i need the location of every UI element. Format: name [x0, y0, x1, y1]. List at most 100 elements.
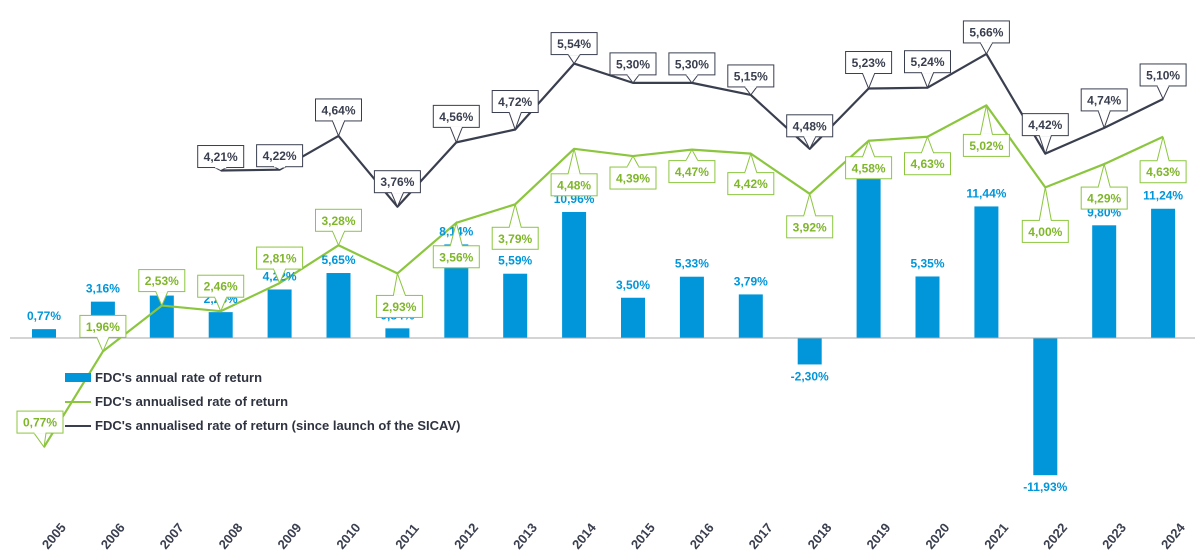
- x-tick-2009: 2009: [274, 520, 304, 552]
- since-launch-callout-pointer: [331, 120, 346, 138]
- annualised-label-2013: 3,79%: [498, 232, 532, 246]
- since-launch-label-2017: 5,15%: [734, 69, 768, 83]
- since-launch-callout-pointer: [1156, 85, 1170, 101]
- x-tick-2020: 2020: [922, 520, 952, 552]
- annualised-callout-2007: 2,53%: [138, 269, 186, 307]
- since-launch-label-2016: 5,30%: [675, 57, 709, 71]
- since-launch-callout-2010: 4,64%: [315, 98, 362, 138]
- bar-2018: [797, 338, 822, 365]
- annualised-callout-2023: 4,29%: [1080, 162, 1128, 210]
- x-tick-2018: 2018: [805, 520, 835, 552]
- bar-2020: [915, 276, 940, 338]
- bar-2005: [32, 329, 56, 338]
- since-launch-callout-2016: 5,30%: [668, 52, 716, 84]
- annualised-label-2022: 4,00%: [1028, 225, 1062, 239]
- annualised-label-2019: 4,58%: [852, 161, 886, 175]
- bar-2009: [267, 289, 292, 338]
- annualised-callout-pointer: [331, 230, 346, 247]
- since-launch-callout-pointer: [684, 74, 699, 84]
- annualised-label-2006: 1,96%: [86, 320, 120, 334]
- since-launch-callout-pointer: [508, 112, 522, 132]
- bar-label-2018: -2,30%: [791, 369, 829, 383]
- since-launch-callout-2008: 4,21%: [197, 145, 245, 172]
- annualised-label-2008: 2,46%: [204, 280, 238, 294]
- annualised-callout-pointer: [1097, 162, 1111, 188]
- annualised-callout-pointer: [803, 191, 817, 217]
- annualised-callout-2013: 3,79%: [491, 202, 539, 250]
- bar-2022: [1033, 338, 1058, 476]
- annualised-callout-2015: 4,39%: [609, 154, 657, 190]
- x-tick-2007: 2007: [157, 520, 187, 552]
- since-launch-label-2008: 4,21%: [204, 150, 238, 164]
- annualised-since-launch-labels: 4,21% 4,22% 4,64% 3,76% 4,56% 4,72% 5,54% 5,30%…: [197, 20, 1187, 208]
- annualised-return-polyline: [43, 104, 1164, 448]
- x-tick-2010: 2010: [333, 520, 363, 552]
- annualised-callout-2016: 4,47%: [668, 148, 716, 184]
- annualised-callout-2024: 4,63%: [1139, 136, 1187, 184]
- annualised-callout-2017: 4,42%: [727, 151, 775, 196]
- annualised-callout-2021: 5,02%: [962, 105, 1010, 157]
- bar-label-2022: -11,93%: [1023, 480, 1067, 494]
- since-launch-label-2011: 3,76%: [380, 175, 414, 189]
- bar-2014: [562, 211, 587, 338]
- annualised-label-2011: 2,93%: [382, 300, 416, 314]
- bar-2013: [503, 273, 528, 338]
- legend: FDC's annual rate of return FDC's annual…: [65, 370, 460, 433]
- since-launch-label-2021: 5,66%: [969, 25, 1003, 39]
- since-launch-callout-2013: 4,72%: [491, 90, 539, 132]
- x-tick-2006: 2006: [98, 520, 128, 552]
- since-launch-label-2018: 4,48%: [793, 119, 827, 133]
- annualised-callout-pointer: [685, 148, 699, 162]
- annualised-callout-2011: 2,93%: [375, 271, 423, 318]
- since-launch-label-2015: 5,30%: [616, 57, 650, 71]
- since-launch-callout-2015: 5,30%: [609, 52, 657, 84]
- since-launch-callout-2021: 5,66%: [962, 20, 1010, 55]
- bar-2024: [1151, 208, 1176, 338]
- since-launch-callout-2017: 5,15%: [727, 64, 775, 96]
- bar-label-2015: 3,50%: [616, 278, 650, 292]
- annualised-label-2012: 3,56%: [439, 250, 473, 264]
- annualised-callout-pointer: [508, 202, 522, 228]
- legend-label-annualised: FDC's annualised rate of return: [95, 394, 288, 409]
- bar-label-2016: 5,33%: [675, 257, 709, 271]
- x-tick-2015: 2015: [628, 520, 658, 552]
- annualised-label-2018: 3,92%: [793, 220, 827, 234]
- legend-label-annual: FDC's annual rate of return: [95, 370, 262, 385]
- since-launch-callout-pointer: [449, 126, 464, 144]
- bar-label-2017: 3,79%: [734, 274, 768, 288]
- bar-label-2006: 3,16%: [86, 282, 120, 296]
- since-launch-callout-2024: 5,10%: [1139, 63, 1187, 101]
- annualised-callout-pointer: [1038, 187, 1052, 221]
- bar-2011: [385, 328, 410, 338]
- annualised-label-2023: 4,29%: [1087, 192, 1121, 206]
- annualised-label-2005: 0,77%: [23, 416, 57, 430]
- bar-2008: [208, 312, 233, 338]
- bar-2019: [856, 174, 881, 338]
- annualised-return-line: [43, 104, 1164, 448]
- annualised-label-2016: 4,47%: [675, 165, 709, 179]
- annualised-callout-pointer: [626, 154, 640, 168]
- since-launch-label-2010: 4,64%: [321, 103, 355, 117]
- x-tick-2019: 2019: [863, 520, 893, 552]
- annualised-callout-2018: 3,92%: [786, 191, 834, 239]
- since-launch-label-2023: 4,74%: [1087, 93, 1121, 107]
- x-tick-2012: 2012: [451, 520, 481, 552]
- x-tick-2013: 2013: [510, 520, 540, 552]
- bar-2010: [326, 273, 351, 338]
- bar-value-labels: 0,77%3,16%3,69%2,25%4,22%5,65%0,84%8,14%…: [27, 154, 1183, 494]
- x-tick-2011: 2011: [392, 521, 422, 552]
- annualised-label-2010: 3,28%: [321, 214, 355, 228]
- annualised-label-2015: 4,39%: [616, 172, 650, 186]
- annualised-callout-2014: 4,48%: [550, 148, 598, 197]
- annualised-callout-pointer: [920, 135, 935, 154]
- since-launch-label-2019: 5,23%: [852, 56, 886, 70]
- bar-label-2013: 5,59%: [498, 254, 532, 268]
- since-launch-callout-2009: 4,22%: [256, 144, 304, 171]
- bar-label-2021: 11,44%: [966, 186, 1006, 200]
- annualised-label-2021: 5,02%: [969, 139, 1003, 153]
- annualised-callout-2022: 4,00%: [1021, 187, 1069, 243]
- annualised-label-2017: 4,42%: [734, 177, 768, 191]
- bar-label-2024: 11,24%: [1143, 189, 1183, 203]
- x-tick-2017: 2017: [746, 520, 776, 552]
